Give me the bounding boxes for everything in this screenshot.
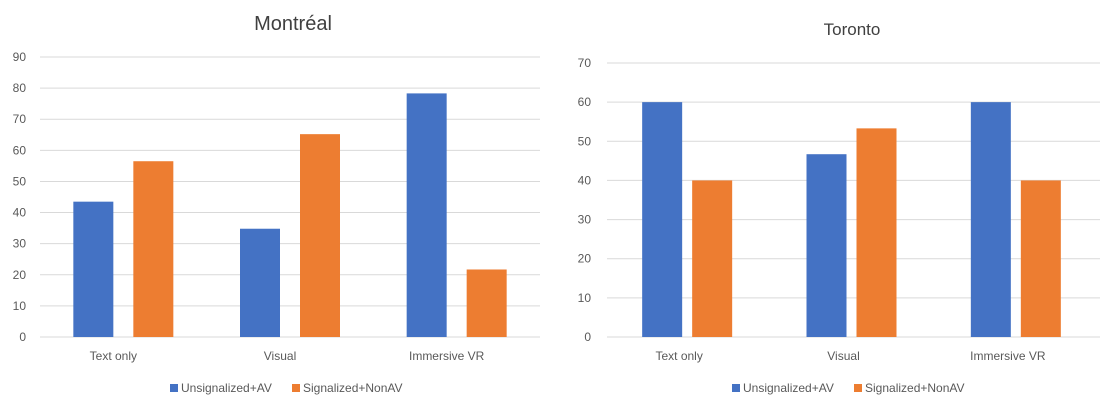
legend-swatch-signalized-nonav <box>854 384 862 392</box>
legend-swatch-unsignalized-av <box>170 384 178 392</box>
chart-title: Montréal <box>254 13 332 35</box>
bar-signalized-nonav-visual <box>856 128 897 337</box>
bar-signalized-nonav-immersive-vr <box>1020 180 1061 337</box>
y-tick-label: 30 <box>13 237 27 251</box>
bar-unsignalized-av-text-only <box>642 102 683 338</box>
x-category-label: Immersive VR <box>970 349 1046 363</box>
bar-unsignalized-av-immersive-vr <box>970 102 1011 338</box>
x-category-label: Text only <box>655 349 702 363</box>
bar-unsignalized-av-text-only <box>73 201 114 337</box>
y-tick-label: 10 <box>13 299 27 313</box>
chart-toronto: Toronto 0 10 20 30 40 50 60 70 Text only Visual Imm… <box>578 20 1100 395</box>
x-category-label: Visual <box>827 349 859 363</box>
legend-label-signalized-nonav: Signalized+NonAV <box>865 381 965 395</box>
legend-swatch-unsignalized-av <box>732 384 740 392</box>
y-tick-label: 70 <box>578 56 592 70</box>
y-tick-label: 50 <box>13 174 27 188</box>
y-tick-label: 80 <box>13 81 27 95</box>
y-tick-label: 40 <box>578 173 592 187</box>
y-tick-label: 40 <box>13 206 27 220</box>
y-tick-label: 70 <box>13 112 27 126</box>
y-tick-label: 90 <box>13 50 27 64</box>
bar-unsignalized-av-visual <box>806 154 847 337</box>
chart-title: Toronto <box>824 20 881 39</box>
bar-unsignalized-av-visual <box>240 228 280 337</box>
y-tick-label: 20 <box>13 268 27 282</box>
y-tick-label: 0 <box>584 330 591 344</box>
y-tick-label: 60 <box>578 95 592 109</box>
y-tick-label: 10 <box>578 291 592 305</box>
bar-signalized-nonav-text-only <box>692 180 733 337</box>
y-tick-label: 30 <box>578 213 592 227</box>
legend-label-unsignalized-av: Unsignalized+AV <box>181 381 272 395</box>
x-category-label: Immersive VR <box>409 349 485 363</box>
chart-montreal: Montréal 0 10 20 30 40 50 60 70 80 90 Text only Visu… <box>13 13 540 395</box>
y-tick-label: 0 <box>19 330 26 344</box>
x-category-label: Text only <box>90 349 137 363</box>
bar-signalized-nonav-text-only <box>133 161 174 337</box>
bar-signalized-nonav-immersive-vr <box>466 269 507 337</box>
y-tick-label: 60 <box>13 143 27 157</box>
y-tick-label: 20 <box>578 252 592 266</box>
bar-signalized-nonav-visual <box>300 134 340 337</box>
bar-unsignalized-av-immersive-vr <box>406 93 447 338</box>
x-category-label: Visual <box>264 349 296 363</box>
legend-label-unsignalized-av: Unsignalized+AV <box>743 381 834 395</box>
legend-swatch-signalized-nonav <box>292 384 300 392</box>
legend-label-signalized-nonav: Signalized+NonAV <box>303 381 403 395</box>
y-tick-label: 50 <box>578 134 592 148</box>
